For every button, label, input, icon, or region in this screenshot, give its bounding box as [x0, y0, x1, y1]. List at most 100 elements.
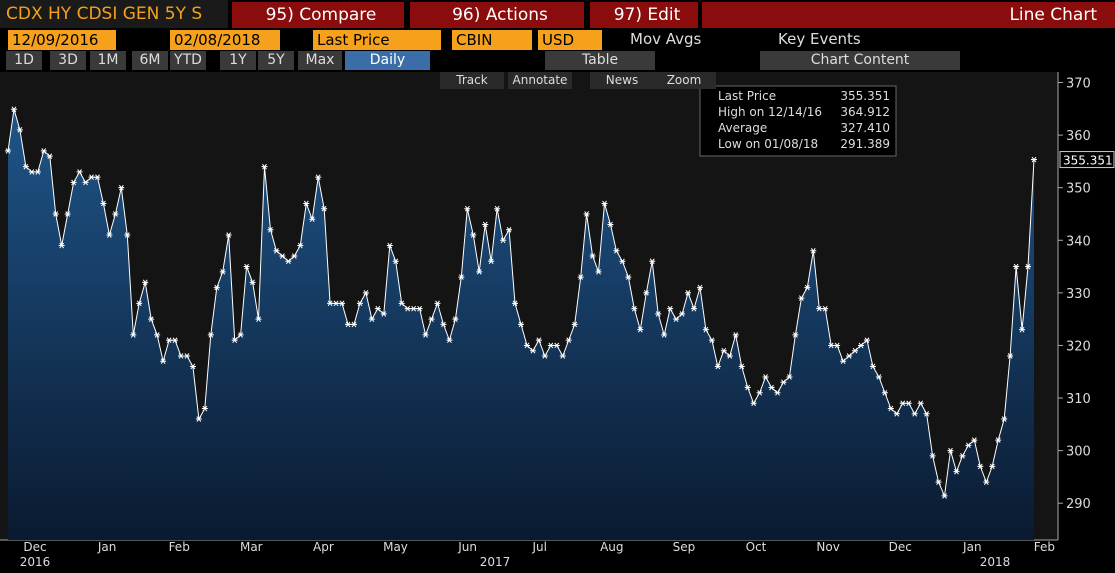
point-marker [506, 226, 513, 233]
range-button[interactable]: 6M [132, 51, 168, 70]
legend-label: High on 12/14/16 [718, 105, 822, 119]
point-marker [440, 321, 447, 328]
point-marker [177, 353, 184, 359]
range-button[interactable]: 3D [50, 51, 86, 70]
point-marker [398, 300, 405, 307]
point-marker [768, 384, 775, 391]
point-marker [315, 174, 322, 180]
point-marker [88, 174, 95, 180]
point-marker [34, 169, 41, 175]
point-marker [828, 342, 835, 349]
compare-button[interactable]: 95) Compare [232, 2, 404, 28]
point-marker [947, 447, 954, 454]
field[interactable]: Last Price [313, 30, 441, 50]
chart-type: Line Chart [702, 2, 1115, 28]
point-marker [16, 127, 23, 133]
point-marker [82, 179, 89, 186]
year-label: 2017 [480, 555, 511, 569]
point-marker [207, 332, 214, 338]
point-marker [643, 290, 650, 296]
point-marker [553, 342, 560, 349]
point-marker [458, 274, 465, 280]
point-marker [237, 332, 244, 338]
range-button[interactable]: 1D [6, 51, 42, 70]
point-marker [708, 337, 715, 343]
tool-button[interactable]: Annotate [508, 72, 572, 89]
point-marker [810, 247, 817, 254]
currency[interactable]: USD [538, 30, 602, 50]
legend-label: Low on 01/08/18 [718, 137, 818, 151]
key-events[interactable]: Key Events [778, 30, 861, 48]
end-date[interactable]: 02/08/2018 [170, 30, 280, 50]
range-button[interactable]: 5Y [258, 51, 294, 70]
point-marker [380, 311, 387, 317]
tool-button[interactable]: Track [440, 72, 504, 89]
point-marker [243, 263, 250, 270]
x-tick-label: Mar [240, 540, 263, 554]
last-price-tag-bg [1059, 151, 1115, 169]
point-marker [989, 463, 996, 470]
point-marker [738, 363, 745, 370]
point-marker [965, 442, 972, 449]
point-marker [183, 353, 190, 359]
chart-content-button[interactable]: Chart Content [760, 51, 960, 70]
y-tick-label: 320 [1066, 339, 1091, 354]
point-marker [631, 305, 638, 312]
point-marker [1007, 353, 1014, 359]
range-button[interactable]: Max [298, 51, 342, 70]
point-marker [661, 332, 668, 338]
y-tick-label: 370 [1066, 77, 1091, 92]
point-marker [339, 300, 346, 307]
start-date[interactable]: 12/09/2016 [8, 30, 116, 50]
y-tick-label: 340 [1066, 234, 1091, 249]
point-marker [476, 269, 483, 275]
point-marker [154, 332, 161, 338]
source[interactable]: CBIN [452, 30, 532, 50]
point-marker [541, 353, 548, 359]
point-marker [762, 374, 769, 380]
frequency[interactable]: Daily [345, 51, 430, 70]
year-label: 2018 [980, 555, 1011, 569]
point-marker [285, 258, 292, 265]
point-marker [148, 316, 155, 322]
point-marker [547, 342, 554, 349]
point-marker [22, 163, 29, 170]
point-marker [756, 389, 763, 396]
legend-value: 291.389 [840, 137, 890, 151]
year-label: 2016 [20, 555, 51, 569]
table-button[interactable]: Table [545, 51, 655, 70]
point-marker [172, 337, 179, 343]
point-marker [201, 405, 208, 412]
range-button[interactable]: 1Y [220, 51, 256, 70]
tool-button[interactable]: News [590, 72, 654, 89]
security[interactable]: CDX HY CDSI GEN 5Y S [0, 0, 228, 28]
point-marker [76, 169, 83, 175]
point-marker [869, 363, 876, 370]
point-marker [273, 247, 280, 254]
tool-button[interactable]: Zoom [652, 72, 716, 89]
x-tick-label: Nov [816, 540, 839, 554]
point-marker [679, 311, 686, 317]
range-button[interactable]: 1M [90, 51, 126, 70]
point-marker [333, 300, 340, 307]
legend-label: Average [718, 121, 767, 135]
point-marker [327, 300, 334, 307]
point-marker [929, 453, 936, 459]
point-marker [464, 205, 471, 212]
point-marker [160, 358, 167, 365]
point-marker [535, 337, 542, 343]
point-marker [523, 342, 530, 349]
point-marker [774, 389, 781, 396]
y-tick-label: 350 [1066, 182, 1091, 197]
actions-button[interactable]: 96) Actions [410, 2, 584, 28]
edit-button[interactable]: 97) Edit [590, 2, 698, 28]
mov-avgs[interactable]: Mov Avgs [630, 30, 702, 48]
point-marker [374, 305, 381, 312]
point-marker [685, 290, 692, 296]
point-marker [52, 211, 59, 217]
range-button[interactable]: YTD [170, 51, 206, 70]
point-marker [601, 200, 608, 207]
point-marker [750, 400, 757, 407]
point-marker [112, 211, 119, 217]
